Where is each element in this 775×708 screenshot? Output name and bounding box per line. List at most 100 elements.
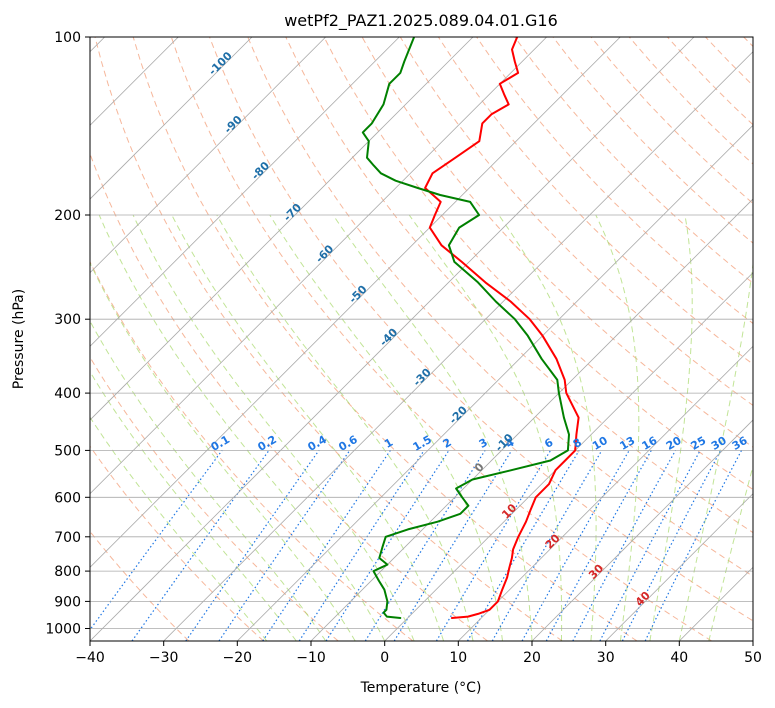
x-tick-label: 10	[449, 650, 467, 666]
dry-adiabat-line	[90, 356, 339, 641]
y-axis-label: Pressure (hPa)	[11, 289, 27, 389]
moist-adiabat-line	[678, 260, 753, 641]
dry-adiabat-label: -100	[206, 49, 235, 78]
mixing-ratio-label: 10	[590, 434, 610, 453]
dry-adiabat-line	[437, 37, 753, 365]
isotherm-line	[237, 124, 753, 641]
mixing-ratio-line	[325, 450, 450, 641]
moist-adiabat-label: 30	[586, 562, 606, 582]
isotherm-line	[752, 640, 753, 641]
isotherm-line	[679, 566, 753, 641]
y-tick-label: 900	[54, 594, 81, 610]
isotherm-line	[531, 419, 753, 641]
x-tick-label: 30	[597, 650, 615, 666]
y-tick-label: 100	[54, 30, 81, 46]
x-tick-label: −30	[149, 650, 179, 666]
mixing-ratio-line	[185, 450, 320, 641]
mixing-ratio-label: 6	[542, 436, 555, 451]
profile-series	[361, 37, 580, 619]
isotherm-line	[90, 37, 695, 641]
dry-adiabat-line	[705, 37, 753, 87]
mixing-ratio-line	[521, 450, 630, 641]
y-axis: 1000 900 800 700 600 500 400 300 200 100	[45, 30, 90, 638]
dry-adiabat-line	[743, 37, 753, 48]
moist-adiabat-line	[98, 214, 386, 641]
y-tick-label: 200	[54, 208, 81, 224]
isotherm-line	[90, 37, 621, 568]
dry-adiabat-line	[323, 37, 753, 491]
mixing-ratio-line	[644, 450, 743, 641]
dry-adiabat-label: -40	[377, 325, 400, 348]
dry-adiabat-line	[667, 37, 753, 126]
dry-adiabat-line	[209, 37, 753, 622]
dry-adiabat-label: -70	[281, 201, 304, 224]
line-annotations: 0.1 0.2 0.4 0.6 1 1.5 2 3 4 6 8 10 13 16 20 25 30 36-100-…	[206, 49, 750, 609]
mixing-ratio-label: 2	[441, 436, 454, 451]
isotherm-line	[90, 37, 326, 274]
isotherm-line	[310, 198, 753, 641]
moist-adiabat-line	[132, 214, 415, 641]
x-tick-label: −10	[296, 650, 326, 666]
isotherm-line	[90, 37, 253, 200]
x-tick-label: 40	[670, 650, 688, 666]
plot-frame	[89, 36, 754, 642]
x-tick-label: −20	[223, 650, 253, 666]
isotherm-line	[90, 37, 547, 495]
mixing-ratio-line	[298, 450, 425, 641]
moist-adiabat-line	[90, 370, 297, 641]
dry-adiabat-line	[514, 37, 753, 284]
dry-adiabat-line	[90, 445, 264, 641]
dry-adiabat-line	[590, 37, 753, 205]
moist-adiabat-line	[90, 416, 268, 641]
dry-adiabat-line	[90, 260, 414, 641]
y-tick-label: 700	[54, 530, 81, 546]
x-tick-label: 0	[380, 650, 389, 666]
dry-adiabat-line	[90, 152, 488, 641]
mixing-ratio-line	[218, 450, 351, 641]
y-tick-label: 800	[54, 564, 81, 580]
dry-adiabat-label: -50	[346, 283, 369, 306]
mixing-ratio-line	[572, 450, 677, 641]
x-tick-label: 50	[744, 650, 762, 666]
mixing-ratio-line	[545, 450, 652, 641]
mixing-ratio-line	[599, 450, 701, 641]
x-tick-label: −40	[75, 650, 105, 666]
y-tick-label: 1000	[45, 622, 81, 638]
moist-adiabat-label: 10	[499, 501, 519, 521]
pressure-grid	[90, 37, 753, 641]
dry-adiabat-label: -60	[313, 242, 336, 265]
dry-adiabat-line	[170, 37, 712, 641]
moist-adiabat-line	[595, 214, 640, 641]
dry-adiabat-line	[476, 37, 753, 325]
mixing-ratio-line	[90, 450, 223, 631]
dry-adiabat-line	[132, 37, 638, 641]
y-tick-label: 600	[54, 490, 81, 506]
background-lines	[90, 37, 753, 641]
isotherm-line	[458, 345, 753, 641]
dry-adiabat-label: -20	[447, 403, 470, 426]
mixing-ratio-label: 36	[730, 434, 750, 453]
isotherm-line	[605, 493, 753, 641]
moist-adiabat-line	[90, 320, 327, 641]
moist-adiabat-line	[216, 214, 474, 641]
mixing-ratio-label: 16	[640, 434, 660, 453]
x-tick-label: 20	[523, 650, 541, 666]
dry-adiabat-line	[90, 530, 190, 641]
y-tick-label: 300	[54, 312, 81, 328]
y-tick-label: 400	[54, 386, 81, 402]
moist-adiabat-label: 20	[543, 531, 563, 551]
dry-adiabat-line	[94, 37, 563, 641]
dry-adiabat-label: -30	[411, 366, 434, 389]
mixing-ratio-label: 30	[709, 434, 729, 453]
moist-adiabat-line	[171, 214, 445, 641]
x-axis: −40 −30 −20 −10 0 10 20 30 40 50	[75, 641, 762, 666]
dry-adiabat-line	[285, 37, 753, 534]
moist-adiabat-line	[408, 214, 563, 641]
dry-adiabat-label: -90	[222, 113, 245, 136]
moist-adiabat-line	[708, 464, 753, 641]
temperature-line	[424, 37, 580, 619]
dewpoint-line	[361, 37, 570, 619]
isotherm-line	[90, 37, 400, 347]
x-axis-label: Temperature (°C)	[360, 680, 482, 696]
